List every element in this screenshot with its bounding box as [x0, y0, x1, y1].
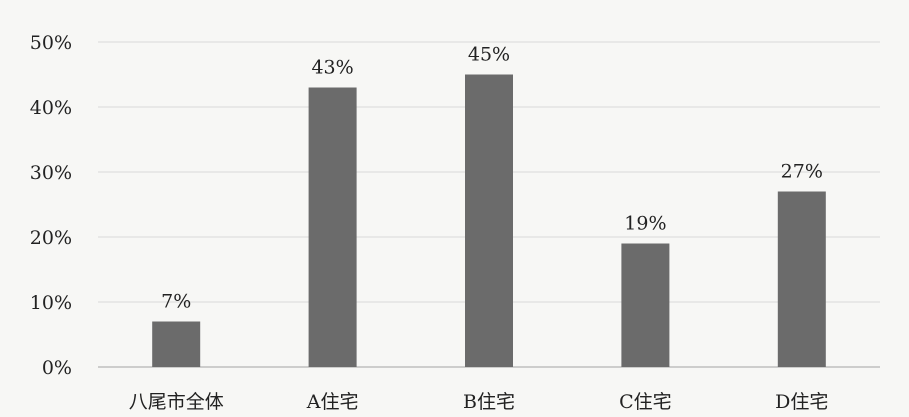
bar-data-label: 43%: [311, 57, 353, 79]
data-labels: 7% 43% 45% 19% 27%: [161, 44, 823, 313]
category-label: B住宅: [463, 391, 515, 413]
y-tick-label: 40%: [30, 97, 72, 119]
bar: [621, 243, 670, 367]
category-label: 八尾市全体: [129, 391, 224, 413]
x-axis-category-labels: 八尾市全体 A住宅 B住宅 C住宅 D住宅: [129, 391, 829, 413]
y-tick-label: 30%: [30, 162, 72, 184]
y-tick-label: 10%: [30, 292, 72, 314]
bar-data-label: 19%: [624, 213, 666, 235]
bar-data-label: 7%: [161, 291, 191, 313]
bar-data-label: 45%: [468, 44, 510, 66]
y-tick-label: 20%: [30, 227, 72, 249]
category-label: A住宅: [306, 391, 359, 413]
bars: [152, 74, 826, 367]
bar: [308, 87, 357, 367]
bar-data-label: 27%: [781, 161, 823, 183]
category-label: C住宅: [619, 391, 672, 413]
y-axis-tick-labels: 0% 10% 20% 30% 40% 50%: [30, 32, 72, 379]
y-tick-label: 50%: [30, 32, 72, 54]
bar: [465, 74, 513, 367]
bar: [152, 321, 201, 367]
y-tick-label: 0%: [42, 357, 72, 379]
category-label: D住宅: [775, 391, 828, 413]
bar: [777, 191, 826, 367]
